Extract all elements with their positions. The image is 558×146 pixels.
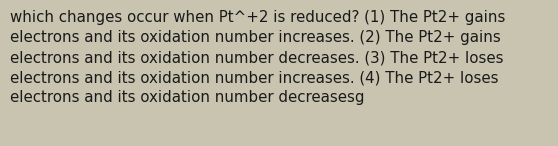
Text: which changes occur when Pt^+2 is reduced? (1) The Pt2+ gains
electrons and its : which changes occur when Pt^+2 is reduce… [10, 10, 506, 105]
